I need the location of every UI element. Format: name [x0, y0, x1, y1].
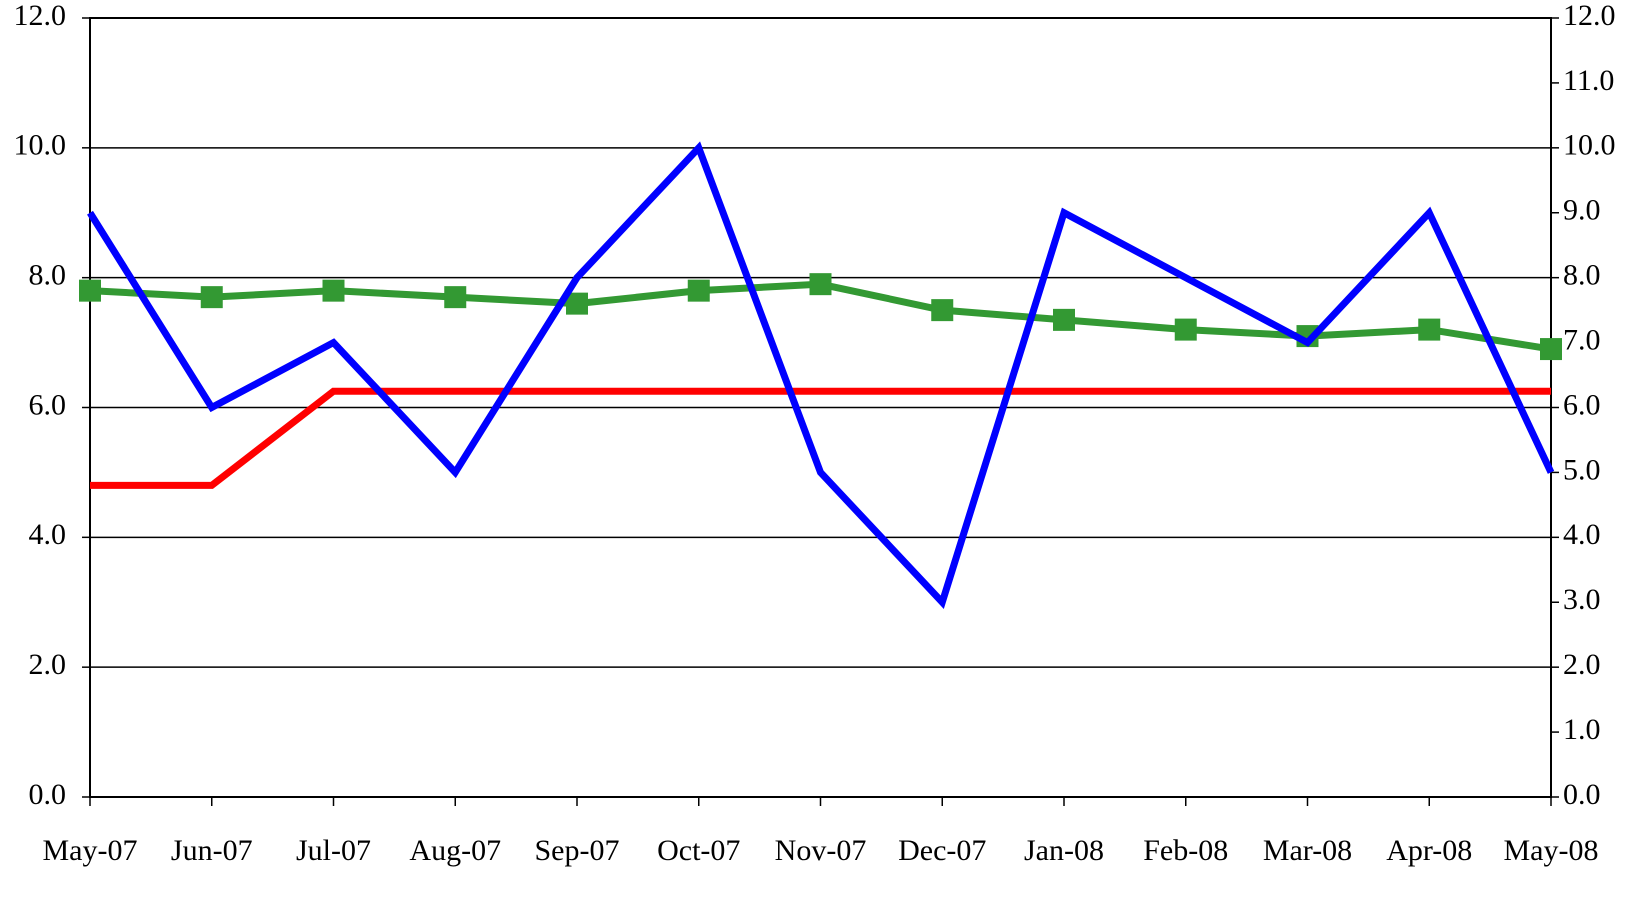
y2-tick-label: 3.0 — [1563, 583, 1601, 616]
y-tick-label: 6.0 — [29, 388, 67, 421]
x-tick-label: Jul-07 — [296, 834, 371, 867]
y2-tick-label: 8.0 — [1563, 259, 1601, 292]
series-marker — [444, 286, 467, 309]
x-tick-label: Aug-07 — [409, 834, 501, 867]
x-tick-label: Mar-08 — [1263, 834, 1352, 867]
y2-tick-label: 12.0 — [1563, 0, 1616, 32]
series-marker — [931, 299, 954, 322]
x-tick-label: Nov-07 — [775, 834, 867, 867]
y2-tick-label: 0.0 — [1563, 778, 1601, 811]
series-marker — [566, 292, 588, 315]
y2-tick-label: 6.0 — [1563, 388, 1601, 421]
y-tick-label: 12.0 — [14, 0, 67, 32]
x-tick-label: Jun-07 — [171, 834, 253, 867]
y2-tick-label: 11.0 — [1563, 64, 1614, 97]
series-marker — [1174, 318, 1197, 341]
series-marker — [200, 286, 223, 309]
x-tick-label: May-07 — [43, 834, 138, 867]
series-line — [87, 141, 1555, 610]
series-marker — [1053, 308, 1075, 331]
x-tick-label: Jan-08 — [1024, 834, 1104, 867]
y-tick-label: 2.0 — [29, 648, 67, 681]
x-tick-label: Feb-08 — [1143, 834, 1228, 867]
y2-tick-label: 9.0 — [1563, 194, 1601, 227]
y-tick-label: 4.0 — [29, 518, 67, 551]
series-marker — [1540, 338, 1562, 361]
series-marker — [322, 279, 345, 302]
series-line — [90, 387, 1551, 489]
y2-tick-label: 4.0 — [1563, 518, 1601, 551]
series-marker — [79, 279, 101, 302]
x-tick-label: Sep-07 — [535, 834, 620, 867]
x-tick-label: Oct-07 — [657, 834, 740, 867]
y2-tick-label: 10.0 — [1563, 129, 1616, 162]
y-tick-label: 10.0 — [14, 129, 67, 162]
y-tick-label: 8.0 — [29, 259, 67, 292]
y2-tick-label: 1.0 — [1563, 713, 1601, 746]
y2-tick-label: 2.0 — [1563, 648, 1601, 681]
series-marker — [809, 273, 832, 296]
x-tick-label: Dec-07 — [898, 834, 986, 867]
y-tick-label: 0.0 — [29, 778, 67, 811]
y2-tick-label: 7.0 — [1563, 323, 1601, 356]
x-tick-label: May-08 — [1504, 834, 1599, 867]
x-tick-label: Apr-08 — [1386, 834, 1472, 867]
y2-tick-label: 5.0 — [1563, 453, 1601, 486]
series-marker — [687, 279, 710, 302]
series-marker — [1418, 318, 1441, 341]
